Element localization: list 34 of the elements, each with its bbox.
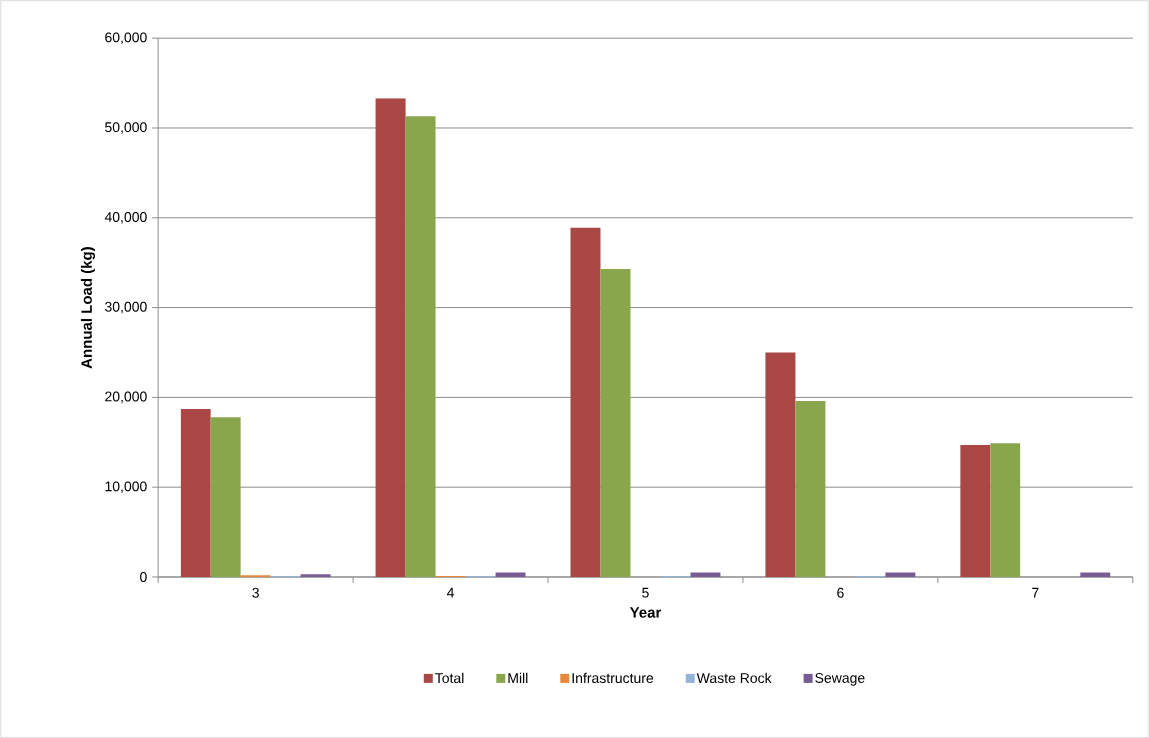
x-tick-label: 6	[837, 587, 844, 598]
legend-label: Waste Rock	[696, 672, 772, 683]
legend-label: Total	[435, 672, 464, 683]
bar	[600, 268, 631, 577]
bar	[885, 572, 916, 577]
bar	[300, 574, 331, 577]
legend-label: Sewage	[815, 672, 865, 686]
x-tick-label: 5	[642, 587, 649, 598]
x-tick-label: 4	[446, 587, 455, 598]
bar	[375, 98, 406, 577]
y-tick-label: 10,000	[105, 481, 147, 493]
y-tick-label: 0	[140, 571, 147, 582]
legend-label: Mill	[508, 672, 528, 683]
x-tick-label: 7	[1032, 587, 1039, 598]
y-tick-label: 30,000	[105, 301, 147, 314]
bar	[765, 352, 796, 577]
bar	[690, 572, 721, 577]
y-tick-label: 60,000	[105, 32, 147, 44]
bar	[180, 408, 211, 577]
bar	[210, 417, 241, 577]
legend-label: Infrastructure	[572, 672, 654, 683]
x-axis-title: Year	[629, 607, 662, 618]
bar	[495, 572, 526, 577]
x-tick-label: 3	[252, 587, 259, 598]
bar	[990, 443, 1021, 577]
y-tick-label: 50,000	[105, 122, 147, 134]
y-tick-label: 20,000	[105, 391, 147, 404]
bar	[960, 444, 991, 577]
bar	[795, 400, 826, 577]
y-axis-title: Annual Load (kg)	[80, 247, 95, 369]
bar	[1080, 572, 1111, 577]
y-tick-label: 40,000	[104, 211, 147, 224]
bar	[570, 227, 601, 577]
bar	[405, 116, 436, 577]
